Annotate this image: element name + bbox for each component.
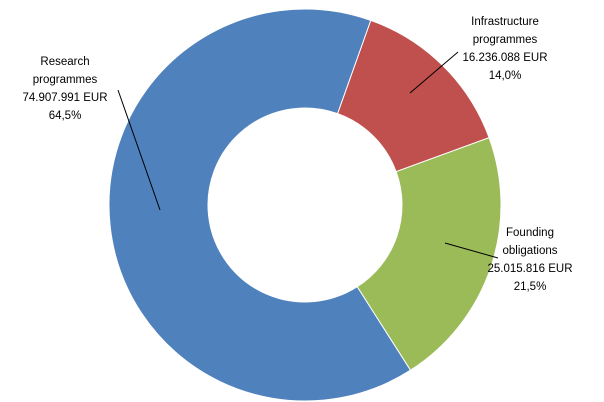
slice-label: Infrastructure programmes xyxy=(471,16,539,46)
slice-label: Research programmes xyxy=(33,56,98,86)
percentage-label: 21,5% xyxy=(514,281,547,293)
slice-label: Founding obligations xyxy=(503,227,558,257)
donut-slice xyxy=(108,8,412,402)
value-label: 74.907.991 EUR xyxy=(22,92,107,104)
value-label: 16.236.088 EUR xyxy=(462,52,547,64)
donut-slice xyxy=(356,137,502,371)
percentage-label: 64,5% xyxy=(49,110,82,122)
percentage-label: 14,0% xyxy=(489,70,522,82)
leader-line xyxy=(117,89,161,211)
leader-line xyxy=(409,51,459,94)
value-label: 25.015.816 EUR xyxy=(487,263,572,275)
leader-line xyxy=(444,242,499,259)
